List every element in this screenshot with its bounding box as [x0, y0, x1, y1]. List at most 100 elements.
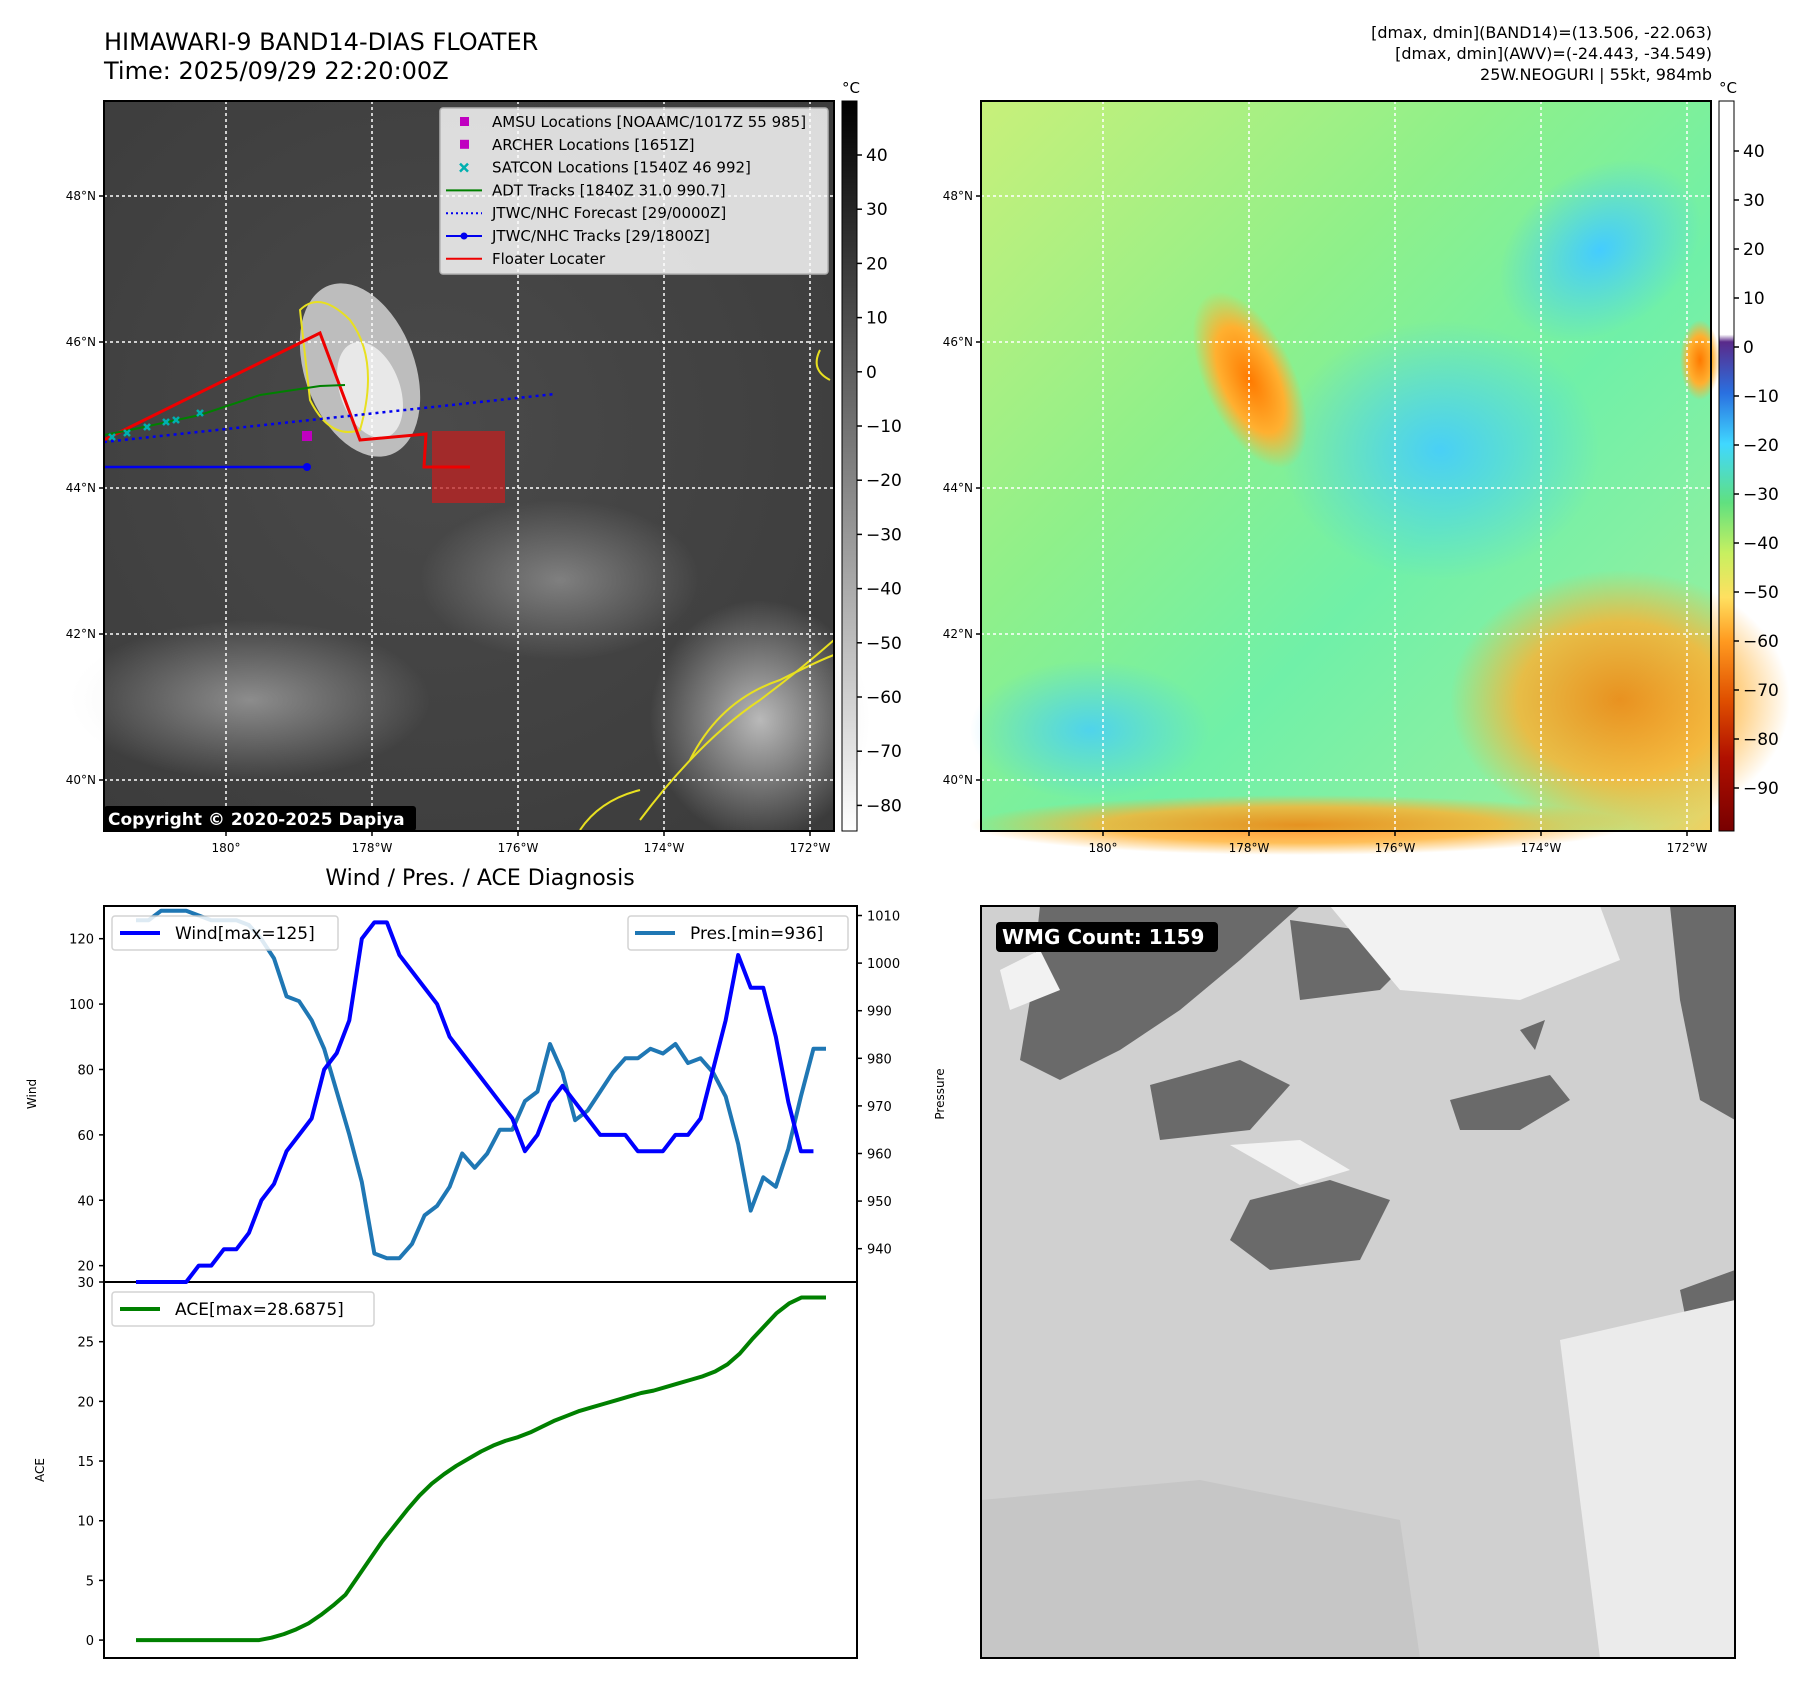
sat-colorbar-label: 10: [866, 309, 888, 329]
legend-marker-x: [459, 162, 469, 173]
legend-label: SATCON Locations [1540Z 46 992]: [492, 159, 751, 177]
awv-colorbar-label: 10: [1743, 289, 1765, 309]
sat-colorbar-label: 40: [866, 146, 888, 166]
sat-colorbar-label: −40: [866, 580, 902, 600]
awv-lat-tick-label: 48°N: [943, 189, 973, 203]
awv-colorbar-label: −80: [1743, 730, 1779, 750]
pressure-legend-box: [627, 915, 849, 951]
wind-ytick-label: 100: [69, 998, 94, 1013]
copyright-text: Copyright © 2020-2025 Dapiya: [108, 810, 405, 830]
sat-colorbar-label: −70: [866, 742, 902, 762]
sat-panel: HIMAWARI-9 BAND14-DIAS FLOATER Time: 202…: [66, 28, 902, 855]
sat-lat-tick-label: 48°N: [66, 189, 96, 203]
legend-label: JTWC/NHC Forecast [29/0000Z]: [491, 204, 726, 222]
sat-lon-tick-label: 174°W: [644, 841, 685, 855]
sat-cloud-features: [70, 283, 870, 840]
sat-lat-tick-label: 40°N: [66, 773, 96, 787]
ace-legend-box: [111, 1291, 375, 1327]
legend-item: JTWC/NHC Tracks [29/1800Z]: [446, 227, 710, 245]
awv-colorbar-label: −60: [1743, 632, 1779, 652]
satcon-locations: [108, 409, 204, 441]
sat-lat-tick-label: 46°N: [66, 335, 96, 349]
jtwc-forecast-line: [103, 392, 556, 444]
legend-item: AMSU Locations [NOAAMC/1017Z 55 985]: [460, 113, 806, 131]
pressure-ytick-label: 940: [867, 1243, 892, 1258]
ace-series-line: [136, 1295, 826, 1643]
awv-colorbar-label: 20: [1743, 240, 1765, 260]
awv-colorbar-label: −20: [1743, 436, 1779, 456]
awv-colorbar-label: 30: [1743, 191, 1765, 211]
pressure-axis-label: Pressure: [933, 1068, 947, 1119]
ace-ytick-label: 10: [77, 1515, 94, 1530]
diagnosis-title: Wind / Pres. / ACE Diagnosis: [325, 866, 634, 891]
legend-label: ADT Tracks [1840Z 31.0 990.7]: [492, 181, 726, 199]
amsu-location: [302, 431, 312, 441]
floater-locater-line: [103, 330, 470, 469]
sat-colorbar: [841, 100, 858, 832]
sat-lon-tick-label: 176°W: [498, 841, 539, 855]
awv-lon-tick-label: 176°W: [1375, 841, 1416, 855]
ace-ytick-label: 0: [86, 1634, 94, 1649]
legend-label: JTWC/NHC Tracks [29/1800Z]: [491, 227, 710, 245]
legend-item: Floater Locater: [446, 250, 606, 268]
sat-colorbar-label: 0: [866, 363, 877, 383]
wind-series-line: [136, 920, 814, 1284]
ace-ytick-label: 30: [77, 1276, 94, 1291]
awv-lat-tick-label: 44°N: [943, 481, 973, 495]
awv-colorbar-label: −30: [1743, 485, 1779, 505]
sat-colorbar-label: 20: [866, 254, 888, 274]
sat-colorbar-label: −50: [866, 634, 902, 654]
awv-lat-tick-label: 42°N: [943, 627, 973, 641]
awv-header-line1: [dmax, dmin](BAND14)=(13.506, -22.063): [1371, 23, 1712, 42]
sat-lon-tick-label: 172°W: [790, 841, 831, 855]
sat-colorbar-label: 30: [866, 200, 888, 220]
awv-lon-tick-label: 172°W: [1667, 841, 1708, 855]
awv-colorbar-label: 40: [1743, 142, 1765, 162]
awv-header-line2: [dmax, dmin](AWV)=(-24.443, -34.549): [1395, 44, 1712, 63]
sat-colorbar-label: −10: [866, 417, 902, 437]
awv-header-line3: 25W.NEOGURI | 55kt, 984mb: [1480, 65, 1712, 84]
wind-legend-box: [111, 915, 339, 951]
awv-field-features: [970, 159, 1790, 855]
awv-colorbar-unit: °C: [1719, 79, 1737, 97]
diagnosis-panel: Wind / Pres. / ACE Diagnosis 20406080100…: [25, 866, 947, 1659]
ace-ytick-label: 25: [77, 1336, 94, 1351]
legend-item: SATCON Locations [1540Z 46 992]: [459, 159, 751, 177]
ace-legend-label: ACE[max=28.6875]: [175, 1300, 344, 1320]
sat-title-line1: HIMAWARI-9 BAND14-DIAS FLOATER: [104, 28, 538, 56]
legend-item: ADT Tracks [1840Z 31.0 990.7]: [446, 181, 726, 199]
awv-lat-tick-label: 46°N: [943, 335, 973, 349]
pressure-ytick-label: 950: [867, 1195, 892, 1210]
wmg-count-box: [996, 922, 1218, 952]
awv-colorbar-label: −90: [1743, 779, 1779, 799]
awv-frame: [980, 100, 1712, 832]
sat-colorbar-label: −60: [866, 688, 902, 708]
awv-lon-tick-label: 174°W: [1521, 841, 1562, 855]
wmg-features: [981, 906, 1735, 1658]
wind-legend-label: Wind[max=125]: [175, 924, 315, 944]
copyright-box: [104, 806, 416, 831]
ace-ytick-label: 5: [86, 1574, 94, 1589]
legend-label: AMSU Locations [NOAAMC/1017Z 55 985]: [492, 113, 806, 131]
wind-ytick-label: 20: [77, 1260, 94, 1275]
wind-pressure-axes: [103, 905, 858, 1283]
wind-ytick-label: 80: [77, 1063, 94, 1078]
awv-colorbar-label: −70: [1743, 681, 1779, 701]
awv-colorbar-label: −40: [1743, 534, 1779, 554]
awv-panel: [dmax, dmin](BAND14)=(13.506, -22.063) […: [943, 23, 1790, 855]
wmg-panel: WMG Count: 1159: [980, 905, 1736, 1659]
awv-colorbar: [1718, 100, 1735, 832]
awv-lon-tick-label: 178°W: [1229, 841, 1270, 855]
ace-ytick-label: 15: [77, 1455, 94, 1470]
pressure-ytick-label: 1000: [867, 957, 900, 972]
sat-frame: [103, 100, 835, 832]
sat-title-line2: Time: 2025/09/29 22:20:00Z: [103, 57, 449, 85]
awv-colorbar-label: 0: [1743, 338, 1754, 358]
legend-marker-dot: [460, 232, 468, 240]
pressure-ytick-label: 980: [867, 1052, 892, 1067]
pressure-ytick-label: 1010: [867, 910, 900, 925]
ace-axis-label: ACE: [33, 1458, 47, 1482]
sat-lon-tick-label: 178°W: [352, 841, 393, 855]
legend-item: ARCHER Locations [1651Z]: [460, 136, 695, 154]
